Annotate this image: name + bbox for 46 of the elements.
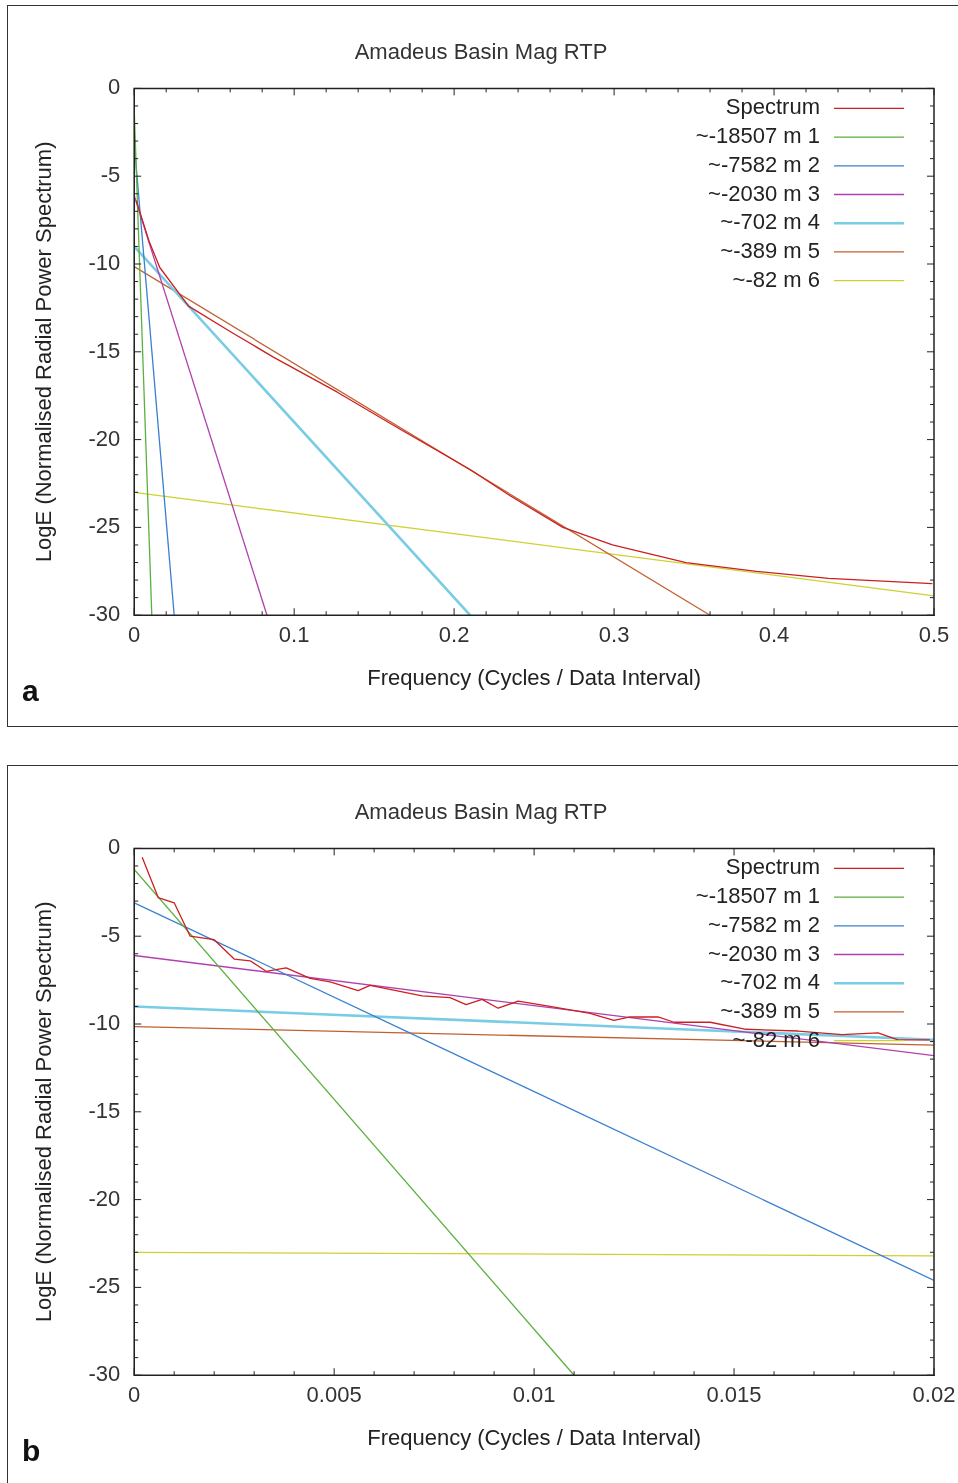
y-tick-label: 0 (107, 834, 121, 860)
y-tick-label: -5 (100, 162, 121, 188)
legend-label: Spectrum (725, 854, 820, 880)
chart-title: Amadeus Basin Mag RTP (354, 39, 608, 65)
y-tick-label: -5 (100, 922, 121, 948)
legend-label: ~-389 m 5 (720, 997, 820, 1023)
y-tick-label: -30 (88, 601, 121, 627)
text: a (22, 674, 39, 708)
y-tick-label: -25 (88, 1273, 121, 1299)
legend-label: ~-18507 m 1 (695, 123, 820, 149)
x-tick-label: 0.005 (306, 1382, 362, 1408)
x-tick-label: 0.02 (912, 1382, 956, 1408)
x-axis-title: Frequency (Cycles / Data Interval) (367, 1424, 701, 1450)
legend-label: Spectrum (725, 94, 820, 120)
x-tick-label: 0.3 (598, 622, 630, 648)
legend-label: ~-389 m 5 (720, 237, 820, 263)
text: b (22, 1434, 41, 1468)
legend-label: ~-7582 m 2 (708, 151, 820, 177)
y-tick-label: -10 (88, 250, 121, 276)
y-tick-label: -15 (88, 337, 121, 363)
legend-label: ~-18507 m 1 (695, 883, 820, 909)
x-tick-label: 0.01 (512, 1382, 556, 1408)
y-tick-label: -20 (88, 425, 121, 451)
y-tick-label: 0 (107, 74, 121, 100)
x-tick-label: 0.4 (758, 622, 790, 648)
legend-label: ~-7582 m 2 (708, 911, 820, 937)
legend-label: ~-702 m 4 (720, 969, 820, 995)
x-tick-label: 0 (128, 1382, 141, 1408)
y-tick-label: -30 (88, 1361, 121, 1387)
chart-title: Amadeus Basin Mag RTP (354, 799, 608, 825)
y-tick-label: -15 (88, 1097, 121, 1123)
legend-label: ~-82 m 6 (732, 266, 820, 292)
x-tick-label: 0 (128, 622, 141, 648)
x-axis-title: Frequency (Cycles / Data Interval) (367, 664, 701, 690)
legend-label: ~-2030 m 3 (708, 940, 820, 966)
legend-label: ~-2030 m 3 (708, 180, 820, 206)
legend-label: ~-702 m 4 (720, 209, 820, 235)
y-tick-label: -25 (88, 513, 121, 539)
x-tick-label: 0.2 (438, 622, 470, 648)
y-tick-label: -20 (88, 1185, 121, 1211)
y-tick-label: -10 (88, 1010, 121, 1036)
x-tick-label: 0.1 (278, 622, 310, 648)
y-axis-title: LogE (Normalised Radial Power Spectrum) (31, 141, 57, 563)
y-axis-title: LogE (Normalised Radial Power Spectrum) (31, 901, 57, 1323)
x-tick-label: 0.015 (706, 1382, 762, 1408)
x-tick-label: 0.5 (918, 622, 950, 648)
